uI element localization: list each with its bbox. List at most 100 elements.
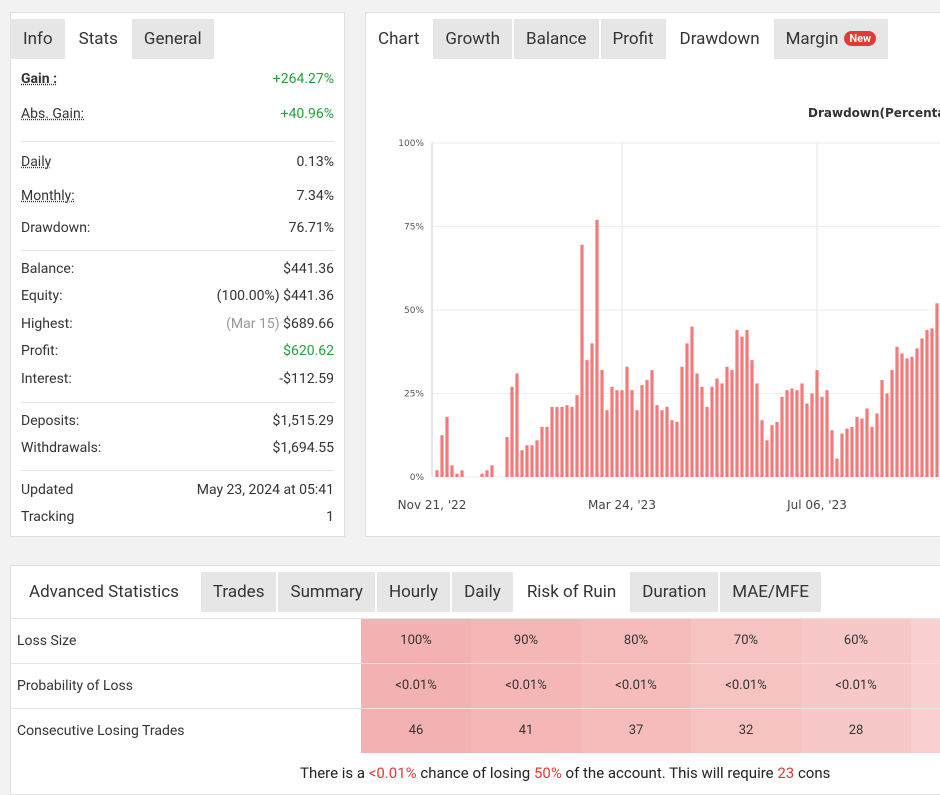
stat-label: Deposits: (21, 413, 80, 429)
tab[interactable]: Growth (433, 19, 512, 59)
stat-row: Monthly: 7.34% (21, 188, 334, 204)
bar (440, 435, 444, 477)
stat-amount: $1,515.29 (272, 413, 334, 429)
y-tick-label: 25% (404, 390, 424, 400)
table-cell: 28 (801, 709, 911, 753)
table-cell: <0.01% (361, 664, 471, 708)
stat-amount: +264.27% (272, 71, 334, 87)
table-row: Probability of Loss <0.01% <0.01% <0.01% <0.… (11, 663, 940, 708)
stat-row: Withdrawals: $1,694.55 (21, 440, 334, 456)
bar (775, 421, 779, 477)
bar (505, 436, 509, 477)
tab[interactable]: Summary (278, 572, 375, 612)
bar (890, 370, 894, 477)
tab[interactable]: Stats (66, 19, 130, 59)
bar (925, 330, 929, 477)
stat-label: Abs. Gain: (21, 106, 85, 122)
bar (760, 420, 764, 477)
stat-amount: 1 (326, 509, 334, 525)
separator (21, 470, 334, 471)
bar (545, 426, 549, 477)
bar (515, 373, 519, 477)
table-cell: 41 (471, 709, 581, 753)
tab[interactable]: Hourly (376, 572, 451, 612)
bar (680, 366, 684, 477)
new-badge: New (844, 31, 877, 46)
bar (915, 348, 919, 477)
stat-amount: 7.34% (296, 188, 334, 204)
table-cell: <0.01% (801, 664, 911, 708)
tab[interactable]: Balance (514, 19, 599, 59)
bar (795, 390, 799, 477)
summary-part: chance of losing (416, 764, 534, 782)
y-tick-label: 100% (398, 139, 424, 149)
bar (630, 390, 634, 477)
bar (560, 406, 564, 477)
tab[interactable]: Margin New (773, 19, 889, 59)
bar (520, 450, 524, 477)
tab[interactable]: Risk of Ruin (514, 572, 629, 612)
stat-row: Balance: $441.36 (21, 261, 334, 277)
stat-amount: -$112.59 (279, 371, 334, 387)
bar (710, 386, 714, 477)
bar (875, 413, 879, 477)
bar (565, 405, 569, 477)
risk-summary: There is a <0.01% chance of losing 50% o… (300, 764, 830, 782)
tab[interactable]: Duration (630, 572, 719, 612)
summary-part: <0.01% (368, 764, 417, 782)
tab[interactable]: Drawdown (667, 19, 772, 59)
table-row: Consecutive Losing Trades 46 41 37 32 28 (11, 708, 940, 753)
table-cell: <0.01% (471, 664, 581, 708)
bar (715, 378, 719, 477)
stat-value: +40.96% (281, 106, 334, 122)
y-tick-label: 0% (410, 473, 425, 483)
stats-panel: Info Stats General Gain : +264.27% Abs. Gain:… (10, 12, 345, 537)
bar (825, 390, 829, 477)
bar (740, 336, 744, 477)
stat-row: Profit: $620.62 (21, 343, 334, 359)
bar (935, 303, 939, 477)
bar (750, 360, 754, 477)
tab-bar: Advanced Statistics Trades Summary Hourly Da… (11, 566, 823, 618)
bar (670, 420, 674, 477)
tab[interactable]: Trades (200, 572, 277, 612)
bar (510, 386, 514, 477)
table-cell: <0.01% (691, 664, 801, 708)
stat-row: Drawdown: 76.71% (21, 220, 334, 236)
bar (910, 356, 914, 477)
stat-row: Updated May 23, 2024 at 05:41 (21, 482, 334, 498)
tab[interactable]: Info (11, 19, 65, 59)
bar (695, 373, 699, 477)
stat-note: (100.00%) (216, 288, 280, 304)
bar (455, 473, 459, 477)
summary-part: 23 (777, 764, 795, 782)
tab[interactable]: Profit (600, 19, 666, 59)
bar (580, 244, 584, 477)
x-tick-label: Jul 06, '23 (786, 498, 847, 512)
bar (800, 383, 804, 477)
bar (595, 219, 599, 477)
stat-value: $1,515.29 (272, 413, 334, 429)
bar (920, 338, 924, 477)
tab[interactable]: MAE/MFE (720, 572, 821, 612)
tab[interactable]: General (131, 19, 214, 59)
stat-value: -$112.59 (279, 371, 334, 387)
bar (720, 383, 724, 477)
table-cell: 46 (361, 709, 471, 753)
row-label: Probability of Loss (17, 678, 133, 694)
y-tick-label: 50% (404, 306, 424, 316)
bar (640, 385, 644, 477)
tab-bar: Chart Growth Balance Profit Drawdown Margin Ne… (366, 13, 891, 59)
bar (525, 445, 529, 477)
bar (535, 440, 539, 477)
tab[interactable]: Daily (452, 572, 513, 612)
bar (570, 406, 574, 477)
bar (765, 440, 769, 477)
bar (435, 470, 439, 477)
bar (615, 390, 619, 477)
stat-value: 1 (326, 509, 334, 525)
stat-row: Abs. Gain: +40.96% (21, 106, 334, 122)
table-cell: 32 (691, 709, 801, 753)
bar (735, 330, 739, 477)
separator (21, 141, 334, 142)
